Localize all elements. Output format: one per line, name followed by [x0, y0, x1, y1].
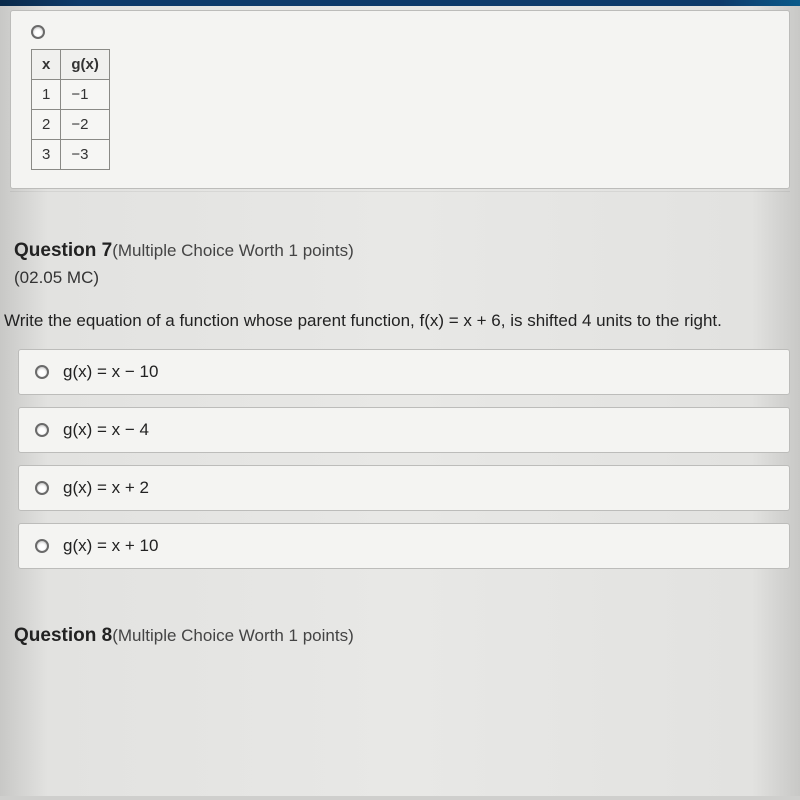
choice-c[interactable]: g(x) = x + 2	[18, 465, 790, 511]
question-prompt: Write the equation of a function whose p…	[0, 310, 790, 333]
quiz-screen: x g(x) 1 −1 2 −2 3 −3	[0, 0, 800, 800]
radio-icon[interactable]	[35, 539, 49, 553]
crop-edge	[0, 796, 800, 800]
table-col-x: x	[32, 50, 61, 80]
question-8-partial: Question 8(Multiple Choice Worth 1 point…	[0, 625, 800, 647]
table-col-gx: g(x)	[61, 50, 110, 80]
choice-d[interactable]: g(x) = x + 10	[18, 523, 790, 569]
table-header-row: x g(x)	[32, 50, 110, 80]
table-row: 1 −1	[32, 80, 110, 110]
radio-icon[interactable]	[35, 481, 49, 495]
question-meta: (Multiple Choice Worth 1 points)	[112, 241, 354, 260]
choice-label: g(x) = x + 10	[63, 536, 158, 556]
gap	[0, 581, 800, 625]
question-code: (02.05 MC)	[14, 268, 790, 288]
gap	[0, 194, 800, 240]
window-top-strip	[0, 0, 800, 6]
question-meta: (Multiple Choice Worth 1 points)	[112, 626, 354, 645]
question-title: Question 7(Multiple Choice Worth 1 point…	[14, 240, 790, 262]
gx-table: x g(x) 1 −1 2 −2 3 −3	[31, 49, 110, 170]
table-row: 3 −3	[32, 140, 110, 170]
choice-a[interactable]: g(x) = x − 10	[18, 349, 790, 395]
question-7: Question 7(Multiple Choice Worth 1 point…	[0, 240, 800, 569]
divider	[10, 191, 790, 192]
choice-label: g(x) = x + 2	[63, 478, 149, 498]
choice-b[interactable]: g(x) = x − 4	[18, 407, 790, 453]
previous-question-choice-panel[interactable]: x g(x) 1 −1 2 −2 3 −3	[10, 10, 790, 189]
radio-icon[interactable]	[35, 365, 49, 379]
choice-label: g(x) = x − 10	[63, 362, 158, 382]
question-number: Question 7	[14, 240, 112, 261]
radio-icon[interactable]	[31, 25, 45, 39]
table-row: 2 −2	[32, 110, 110, 140]
radio-icon[interactable]	[35, 423, 49, 437]
choice-label: g(x) = x − 4	[63, 420, 149, 440]
question-number: Question 8	[14, 625, 112, 646]
